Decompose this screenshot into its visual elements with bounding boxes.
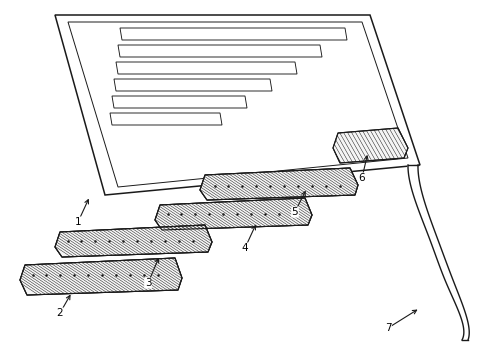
Polygon shape [68, 22, 407, 187]
Polygon shape [110, 113, 222, 125]
Text: 6: 6 [358, 173, 365, 183]
Polygon shape [155, 198, 311, 230]
Text: 7: 7 [384, 323, 390, 333]
Polygon shape [20, 258, 182, 295]
Polygon shape [407, 165, 468, 340]
Text: 3: 3 [144, 278, 151, 288]
Polygon shape [120, 28, 346, 40]
Polygon shape [20, 258, 182, 295]
Polygon shape [200, 168, 357, 200]
Polygon shape [114, 79, 271, 91]
Text: 2: 2 [57, 308, 63, 318]
Polygon shape [118, 45, 321, 57]
Polygon shape [116, 62, 296, 74]
Text: 5: 5 [291, 207, 298, 217]
Text: 4: 4 [241, 243, 248, 253]
Polygon shape [55, 225, 212, 257]
Text: 1: 1 [75, 217, 81, 227]
Polygon shape [55, 15, 419, 195]
Polygon shape [55, 225, 212, 257]
Polygon shape [332, 128, 407, 163]
Polygon shape [112, 96, 246, 108]
Polygon shape [200, 168, 357, 200]
Polygon shape [155, 198, 311, 230]
